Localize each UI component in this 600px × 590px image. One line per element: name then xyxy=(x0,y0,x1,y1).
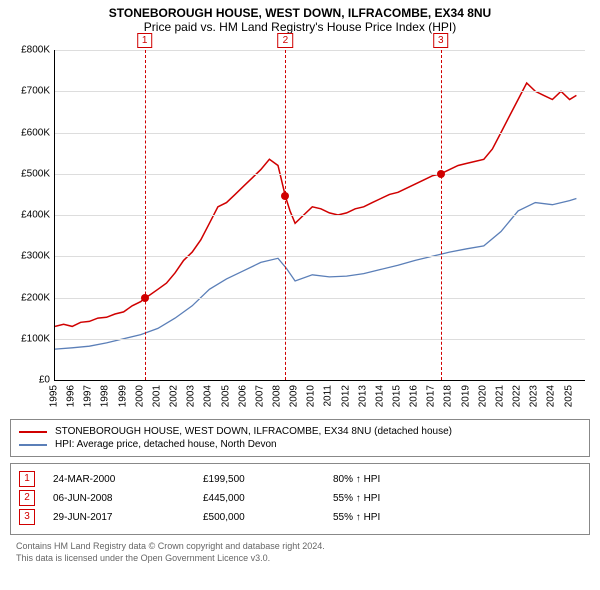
x-tick-label: 2014 xyxy=(374,385,385,407)
chart-container: STONEBOROUGH HOUSE, WEST DOWN, ILFRACOMB… xyxy=(0,0,600,572)
grid-line xyxy=(55,298,585,299)
x-tick-label: 2025 xyxy=(563,385,574,407)
series-line xyxy=(55,199,576,350)
legend-label: STONEBOROUGH HOUSE, WEST DOWN, ILFRACOMB… xyxy=(55,426,452,437)
x-tick-label: 2007 xyxy=(254,385,265,407)
event-marker-box: 3 xyxy=(433,33,449,48)
x-tick-label: 2010 xyxy=(306,385,317,407)
y-tick-label: £300K xyxy=(21,251,50,262)
y-tick-label: £500K xyxy=(21,168,50,179)
event-table-row: 1 24-MAR-2000£199,50080% ↑ HPI xyxy=(19,471,581,487)
events-table: 1 24-MAR-2000£199,50080% ↑ HPI 2 06-JUN-200… xyxy=(10,463,590,535)
x-tick-label: 2013 xyxy=(357,385,368,407)
event-dot xyxy=(437,170,445,178)
event-pct: 55% ↑ HPI xyxy=(333,512,581,523)
event-dot xyxy=(281,192,289,200)
x-tick-label: 2019 xyxy=(460,385,471,407)
event-table-row: 3 29-JUN-2017£500,00055% ↑ HPI xyxy=(19,509,581,525)
x-tick-label: 2011 xyxy=(323,385,334,407)
legend-row: STONEBOROUGH HOUSE, WEST DOWN, ILFRACOMB… xyxy=(19,426,581,437)
y-tick-label: £800K xyxy=(21,45,50,56)
y-tick-label: £700K xyxy=(21,86,50,97)
attribution-line2: This data is licensed under the Open Gov… xyxy=(16,553,590,565)
x-tick-label: 2018 xyxy=(443,385,454,407)
event-line xyxy=(285,50,286,380)
event-num-box: 1 xyxy=(19,471,35,487)
chart-title-line1: STONEBOROUGH HOUSE, WEST DOWN, ILFRACOMB… xyxy=(10,6,590,20)
event-date: 06-JUN-2008 xyxy=(53,493,203,504)
x-axis: 1995199619971998199920002001200220032004… xyxy=(54,381,584,415)
attribution: Contains HM Land Registry data © Crown c… xyxy=(10,541,590,564)
event-marker-box: 2 xyxy=(278,33,294,48)
plot-area: 123 xyxy=(54,50,585,381)
event-num-box: 3 xyxy=(19,509,35,525)
x-tick-label: 2023 xyxy=(529,385,540,407)
x-tick-label: 1995 xyxy=(49,385,60,407)
x-tick-label: 2022 xyxy=(512,385,523,407)
x-tick-label: 2008 xyxy=(271,385,282,407)
grid-line xyxy=(55,215,585,216)
x-tick-label: 2005 xyxy=(220,385,231,407)
x-tick-label: 2006 xyxy=(237,385,248,407)
x-tick-label: 2021 xyxy=(494,385,505,407)
event-pct: 55% ↑ HPI xyxy=(333,493,581,504)
legend-swatch xyxy=(19,444,47,446)
y-tick-label: £100K xyxy=(21,333,50,344)
x-tick-label: 2001 xyxy=(151,385,162,407)
x-tick-label: 1996 xyxy=(66,385,77,407)
y-axis: £0£100K£200K£300K£400K£500K£600K£700K£80… xyxy=(10,50,54,380)
event-price: £199,500 xyxy=(203,474,333,485)
grid-line xyxy=(55,91,585,92)
grid-line xyxy=(55,339,585,340)
x-tick-label: 2002 xyxy=(169,385,180,407)
event-line xyxy=(441,50,442,380)
event-date: 29-JUN-2017 xyxy=(53,512,203,523)
x-tick-label: 1998 xyxy=(100,385,111,407)
event-num-box: 2 xyxy=(19,490,35,506)
x-tick-label: 2000 xyxy=(134,385,145,407)
x-tick-label: 2016 xyxy=(409,385,420,407)
x-tick-label: 2024 xyxy=(546,385,557,407)
grid-line xyxy=(55,50,585,51)
x-tick-label: 2009 xyxy=(289,385,300,407)
x-tick-label: 2003 xyxy=(186,385,197,407)
legend-box: STONEBOROUGH HOUSE, WEST DOWN, ILFRACOMB… xyxy=(10,419,590,457)
x-tick-label: 1999 xyxy=(117,385,128,407)
event-marker-box: 1 xyxy=(137,33,153,48)
legend-label: HPI: Average price, detached house, Nort… xyxy=(55,439,277,450)
event-price: £500,000 xyxy=(203,512,333,523)
x-tick-label: 1997 xyxy=(83,385,94,407)
x-tick-label: 2012 xyxy=(340,385,351,407)
legend-row: HPI: Average price, detached house, Nort… xyxy=(19,439,581,450)
event-date: 24-MAR-2000 xyxy=(53,474,203,485)
y-tick-label: £400K xyxy=(21,210,50,221)
x-tick-label: 2004 xyxy=(203,385,214,407)
plot-wrapper: £0£100K£200K£300K£400K£500K£600K£700K£80… xyxy=(10,50,590,381)
legend-swatch xyxy=(19,431,47,433)
series-line xyxy=(55,83,576,326)
y-tick-label: £0 xyxy=(39,375,50,386)
event-line xyxy=(145,50,146,380)
x-tick-label: 2017 xyxy=(426,385,437,407)
grid-line xyxy=(55,256,585,257)
event-price: £445,000 xyxy=(203,493,333,504)
event-dot xyxy=(141,294,149,302)
chart-title-line2: Price paid vs. HM Land Registry's House … xyxy=(10,20,590,34)
y-tick-label: £200K xyxy=(21,292,50,303)
event-table-row: 2 06-JUN-2008£445,00055% ↑ HPI xyxy=(19,490,581,506)
grid-line xyxy=(55,133,585,134)
y-tick-label: £600K xyxy=(21,127,50,138)
grid-line xyxy=(55,174,585,175)
x-tick-label: 2015 xyxy=(392,385,403,407)
x-tick-label: 2020 xyxy=(477,385,488,407)
attribution-line1: Contains HM Land Registry data © Crown c… xyxy=(16,541,590,553)
event-pct: 80% ↑ HPI xyxy=(333,474,581,485)
